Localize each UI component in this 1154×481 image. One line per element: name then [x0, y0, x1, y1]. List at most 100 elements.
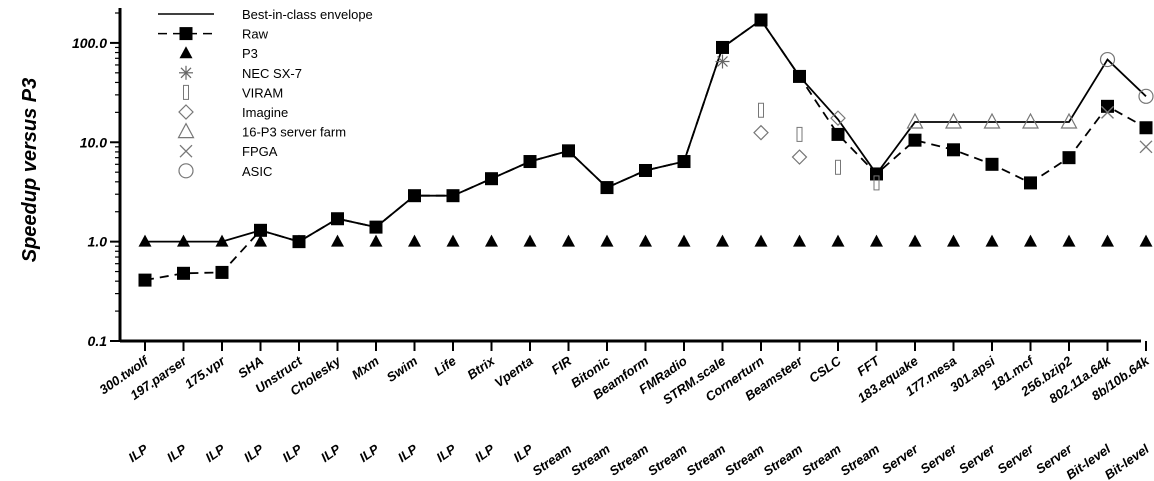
group-label: Stream	[530, 441, 575, 479]
point-raw	[985, 157, 999, 171]
point-raw	[254, 223, 267, 237]
legend-swatch-marker	[179, 27, 193, 41]
group-label: Server	[956, 441, 999, 477]
point-p3	[1024, 234, 1037, 247]
x-tick-label: 175.vpr	[182, 353, 229, 392]
point-p3	[254, 234, 267, 247]
point-p3	[369, 234, 383, 247]
point-raw	[870, 167, 883, 181]
legend-label: 16-P3 server farm	[242, 125, 346, 140]
legend: Best-in-class envelope Raw P3 NEC SX-7 VIRAM…	[158, 7, 373, 179]
point-16-p3-server-farm	[1060, 112, 1078, 129]
point-p3	[523, 234, 537, 247]
group-label: ILP	[126, 441, 151, 465]
point-raw	[677, 155, 691, 169]
legend-label: FPGA	[242, 144, 278, 159]
x-tick-label: Swim	[384, 353, 421, 385]
group-label: ILP	[357, 441, 382, 465]
group-label: ILP	[203, 441, 228, 465]
point-16-p3-server-farm	[1021, 112, 1040, 129]
point-imagine	[753, 124, 769, 141]
point-p3	[831, 234, 845, 247]
point-p3	[292, 234, 306, 247]
point-p3	[870, 234, 883, 247]
x-tick-label: Life	[431, 353, 459, 379]
point-p3	[446, 234, 460, 247]
x-ticks: 300.twolfILP197.parserILP175.vprILPSHAIL…	[97, 341, 1152, 481]
group-label: Stream	[684, 441, 729, 479]
point-p3	[408, 234, 421, 247]
legend-swatch-marker	[178, 163, 194, 179]
point-imagine	[830, 110, 846, 126]
group-label: Bit-level	[1102, 441, 1152, 481]
legend-label: Best-in-class envelope	[242, 7, 373, 22]
group-label: Server	[917, 441, 960, 477]
legend-label: NEC SX-7	[242, 66, 302, 81]
point-raw	[793, 69, 806, 83]
point-p3	[600, 234, 614, 247]
legend-label: Raw	[242, 27, 269, 42]
point-p3	[1062, 234, 1076, 247]
point-p3	[331, 234, 344, 247]
point-raw	[562, 144, 575, 158]
point-p3	[215, 234, 229, 247]
legend-swatch-marker	[178, 104, 194, 120]
group-label: Stream	[722, 441, 767, 479]
point-raw	[485, 172, 498, 186]
point-viram	[873, 175, 880, 191]
legend-label: ASIC	[242, 164, 272, 179]
y-tick-label: 1.0	[88, 234, 108, 250]
x-tick-label: FIR	[548, 353, 574, 378]
point-p3	[793, 234, 806, 247]
point-16-p3-server-farm	[944, 112, 963, 129]
point-raw	[1024, 176, 1037, 190]
point-raw	[1101, 99, 1114, 113]
point-fpga	[1101, 105, 1114, 119]
point-raw	[408, 189, 421, 203]
legend-label: Imagine	[242, 105, 288, 120]
group-label: ILP	[318, 441, 343, 465]
point-16-p3-server-farm	[906, 112, 924, 129]
group-label: Stream	[645, 441, 690, 479]
point-imagine	[791, 149, 808, 165]
legend-label: P3	[242, 46, 258, 61]
group-label: ILP	[472, 441, 497, 465]
point-raw	[446, 189, 460, 203]
legend-swatch-marker	[179, 46, 193, 59]
point-raw	[1062, 151, 1076, 165]
group-label: Stream	[568, 441, 613, 479]
group-label: Server	[994, 441, 1037, 477]
point-p3	[1101, 234, 1114, 247]
point-raw	[177, 266, 190, 280]
y-tick-label: 0.1	[88, 333, 108, 349]
x-tick-label: CSLC	[806, 353, 844, 386]
point-viram	[758, 102, 764, 118]
point-p3	[639, 234, 652, 247]
group-label: Stream	[607, 441, 652, 479]
point-raw	[1139, 121, 1153, 135]
group-label: Stream	[761, 441, 806, 479]
legend-swatch-marker	[179, 65, 193, 80]
point-raw	[754, 13, 768, 27]
series-layer	[138, 13, 1154, 287]
legend-swatch-marker	[179, 144, 193, 158]
point-p3	[1139, 234, 1153, 247]
point-16-p3-server-farm	[983, 112, 1001, 129]
point-raw	[600, 181, 614, 195]
group-label: ILP	[511, 441, 536, 465]
y-axis-label: Speedup versus P3	[19, 78, 41, 263]
point-fpga	[1139, 140, 1153, 154]
point-viram	[796, 126, 803, 142]
point-p3	[677, 234, 691, 247]
point-raw	[138, 273, 152, 287]
legend-swatch-marker	[183, 84, 189, 100]
point-raw	[215, 265, 229, 279]
point-nec-sx-7	[715, 54, 730, 69]
group-label: ILP	[241, 441, 266, 465]
point-raw	[947, 143, 960, 157]
point-raw	[716, 40, 729, 54]
point-raw	[369, 220, 383, 234]
point-p3	[908, 234, 922, 247]
group-label: Stream	[838, 441, 883, 479]
